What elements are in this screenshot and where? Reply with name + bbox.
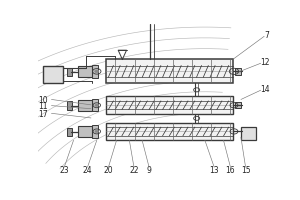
Text: 9: 9 — [147, 166, 152, 175]
Text: 22: 22 — [129, 166, 139, 175]
Bar — [106, 59, 233, 83]
Text: 23: 23 — [59, 166, 69, 175]
Bar — [106, 123, 233, 140]
Text: 13: 13 — [209, 166, 219, 175]
Bar — [92, 125, 98, 138]
Circle shape — [95, 130, 99, 133]
Bar — [92, 99, 98, 111]
Text: 24: 24 — [83, 166, 92, 175]
Bar — [67, 68, 72, 76]
Circle shape — [95, 104, 99, 106]
Text: 10: 10 — [39, 96, 48, 105]
Bar — [241, 127, 256, 140]
Bar — [92, 65, 98, 78]
Bar — [78, 100, 92, 111]
Text: 14: 14 — [261, 85, 270, 94]
Bar — [78, 126, 92, 137]
Bar — [235, 102, 241, 108]
Circle shape — [95, 70, 99, 73]
Bar — [43, 66, 63, 83]
Bar — [67, 101, 72, 110]
Text: 12: 12 — [261, 58, 270, 67]
Bar — [235, 68, 241, 75]
Text: 20: 20 — [103, 166, 113, 175]
Text: 16: 16 — [226, 166, 235, 175]
Text: 17: 17 — [39, 110, 48, 119]
Text: 7: 7 — [264, 31, 269, 40]
Text: 11: 11 — [39, 102, 48, 111]
Bar — [78, 66, 92, 77]
Text: 15: 15 — [241, 166, 250, 175]
Bar — [106, 96, 233, 114]
Bar — [67, 128, 72, 136]
